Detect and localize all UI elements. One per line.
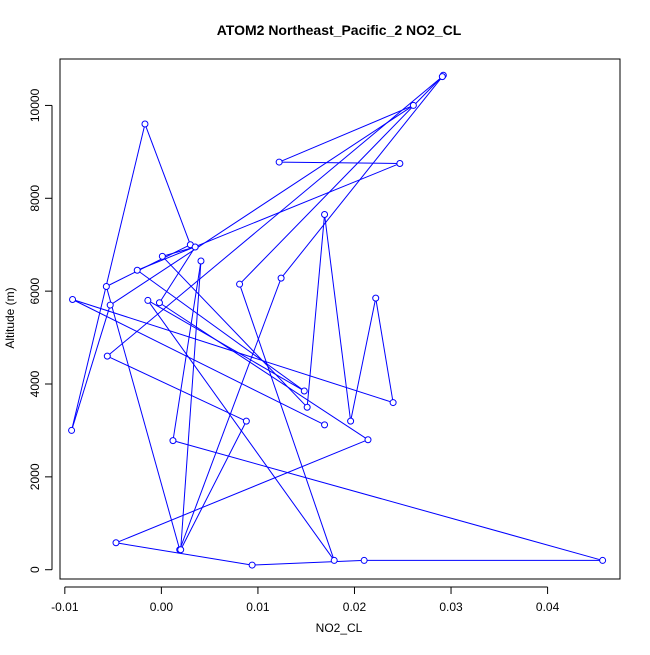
data-point <box>389 399 397 407</box>
x-tick-label: 0.01 <box>246 600 270 614</box>
series-segment <box>180 260 202 550</box>
series-segment <box>147 299 305 392</box>
data-point <box>248 561 256 569</box>
y-axis: 0 2000 4000 6000 8000 10000 <box>28 88 53 573</box>
series-segment <box>106 244 191 287</box>
series-segment <box>161 255 308 408</box>
data-point <box>106 301 114 309</box>
data-point <box>364 436 372 444</box>
series-segment <box>115 439 369 544</box>
data-point <box>68 426 76 434</box>
series-segment <box>350 298 377 422</box>
series-segment <box>136 269 305 392</box>
y-tick-label: 2000 <box>28 463 42 490</box>
series-segment <box>252 559 365 566</box>
x-tick-label: -0.01 <box>51 600 79 614</box>
data-point <box>191 243 199 251</box>
data-point <box>112 539 120 547</box>
series-segment <box>375 298 394 403</box>
series-segment <box>172 440 603 561</box>
chart-title: ATOM2 Northeast_Pacific_2 NO2_CL <box>217 22 462 38</box>
data-point <box>141 120 149 128</box>
data-point <box>177 546 185 554</box>
series-lines <box>71 74 603 566</box>
data-point <box>599 556 607 564</box>
data-point <box>360 556 368 564</box>
y-tick-label: 10000 <box>28 88 42 122</box>
series-segment <box>107 355 247 422</box>
y-tick-label: 0 <box>28 566 42 573</box>
data-point <box>169 437 177 445</box>
series-points <box>68 71 607 569</box>
series-segment <box>72 299 394 404</box>
series-segment <box>172 260 202 441</box>
plot-frame <box>59 58 621 580</box>
series-segment <box>162 246 196 257</box>
data-point <box>396 159 404 167</box>
data-point <box>300 387 308 395</box>
x-tick-label: 0.04 <box>536 600 560 614</box>
data-point <box>144 296 152 304</box>
series-segment <box>105 286 181 550</box>
data-point <box>303 403 311 411</box>
series-segment <box>159 302 369 441</box>
series-segment <box>159 246 196 304</box>
data-point <box>321 211 329 219</box>
data-point <box>275 158 283 166</box>
data-point <box>372 294 380 302</box>
x-axis-label: NO2_CL <box>316 621 363 635</box>
y-tick-label: 6000 <box>28 277 42 304</box>
series-segment <box>71 123 146 431</box>
series-segment <box>280 76 443 279</box>
data-point <box>155 299 163 307</box>
x-axis: -0.01 0.00 0.01 0.02 0.03 0.04 <box>51 586 560 614</box>
y-tick-label: 4000 <box>28 370 42 397</box>
series-segment <box>306 214 326 408</box>
data-point <box>69 296 77 303</box>
series-segment <box>180 420 247 550</box>
series-segment <box>278 104 414 163</box>
data-point <box>236 280 244 288</box>
series-segment <box>106 76 443 357</box>
data-point <box>158 252 166 260</box>
data-point <box>321 421 329 429</box>
series-segment <box>144 123 191 245</box>
series-segment <box>137 163 401 271</box>
x-tick-label: 0.00 <box>150 600 174 614</box>
series-segment <box>115 542 253 566</box>
data-point <box>197 257 205 265</box>
data-point <box>133 266 141 274</box>
data-point <box>438 73 446 81</box>
series-segment <box>239 74 444 285</box>
y-tick-label: 8000 <box>28 185 42 212</box>
data-point <box>330 556 338 564</box>
series-segment <box>71 304 111 431</box>
series-segment <box>109 105 414 306</box>
x-tick-label: 0.03 <box>439 600 463 614</box>
series-segment <box>239 284 335 561</box>
series-segment <box>72 299 325 426</box>
data-point <box>103 352 111 360</box>
x-tick-label: 0.02 <box>343 600 367 614</box>
data-point <box>347 417 355 425</box>
data-point <box>102 283 110 290</box>
series-segment <box>324 214 352 422</box>
data-point <box>242 417 250 425</box>
data-point <box>277 274 285 282</box>
series-segment <box>147 300 335 561</box>
y-axis-label: Altitude (m) <box>3 287 17 348</box>
data-point <box>409 101 417 109</box>
